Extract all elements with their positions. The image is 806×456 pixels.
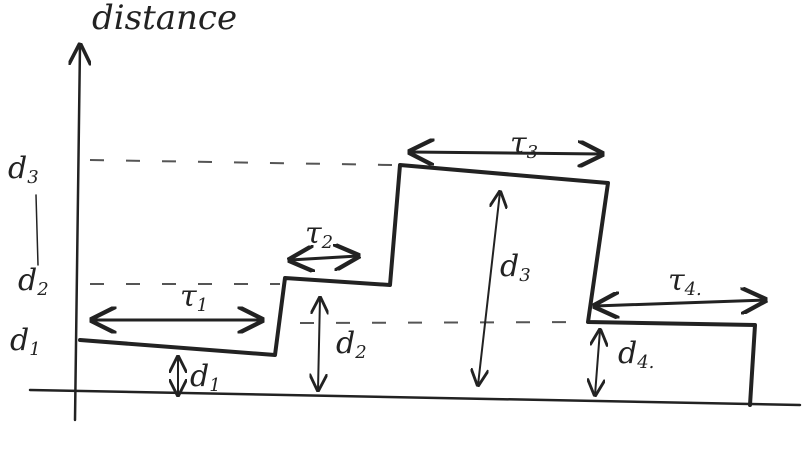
level-label: d2	[18, 263, 49, 300]
height-arrow	[595, 330, 600, 395]
height-arrow	[318, 298, 320, 390]
level-line	[299, 321, 591, 324]
duration-arrow	[290, 256, 358, 260]
height-label: d3	[500, 249, 531, 286]
duration-label: τ4.	[668, 263, 702, 300]
height-label: d2	[336, 326, 367, 363]
connector	[35, 194, 39, 266]
duration-arrow	[595, 300, 765, 306]
level-label: d3	[8, 151, 39, 188]
height-arrow	[478, 192, 500, 385]
axis-label: distance	[92, 0, 237, 38]
height-label: d4.	[618, 336, 654, 373]
duration-label: τ2	[305, 216, 333, 253]
level-line	[89, 159, 393, 166]
height-label: d1	[190, 359, 221, 396]
step-profile	[78, 163, 757, 407]
level-label: d1	[10, 323, 41, 360]
duration-arrow	[410, 152, 602, 154]
duration-label: τ1	[180, 279, 208, 316]
duration-label: τ3	[510, 126, 538, 163]
vertical-axis	[75, 45, 80, 422]
baseline	[28, 388, 802, 407]
